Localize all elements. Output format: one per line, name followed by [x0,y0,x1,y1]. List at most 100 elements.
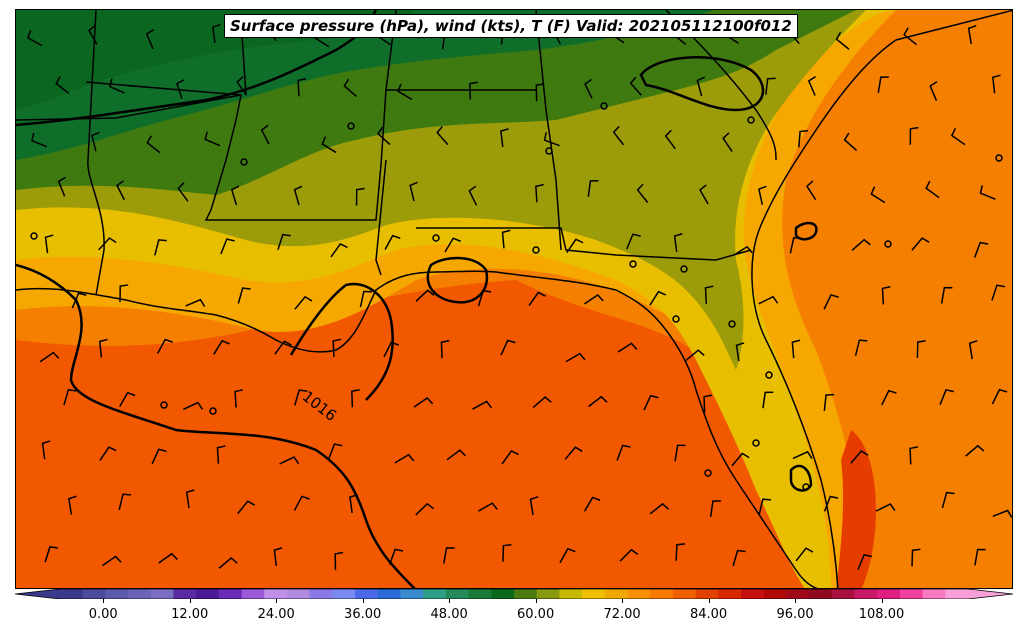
wind-barb [792,450,813,460]
wind-barb [330,242,348,258]
colorbar-segment [718,589,742,599]
station-circle [600,102,608,110]
colorbar-segment [332,589,356,599]
wind-barb [145,29,154,50]
colorbar-segment [468,589,492,599]
wind-barb [762,391,774,409]
wind-barb [293,495,310,511]
wind-barb [176,79,185,100]
wind-barb [807,75,816,96]
station-circle [884,240,892,248]
wind-barb [67,495,77,515]
wind-barb [939,388,954,405]
colorbar-segment [355,589,379,599]
wind-barb [857,553,873,570]
colorbar-tick-label: 108.00 [858,607,905,622]
colorbar-tick-label: 24.00 [257,607,295,622]
colorbar-tick-label: 60.00 [517,607,555,622]
wind-barb [236,76,248,96]
wind-barb [795,547,814,562]
station-circle [747,116,755,124]
wind-barb [446,449,467,461]
colorbar-segment [196,589,220,599]
wind-barb [798,130,809,148]
wind-barb [979,185,996,200]
wind-barb [843,132,858,151]
wind-barb [758,295,779,305]
wind-barb [469,81,478,100]
wind-barb [699,184,709,205]
colorbar-tick-mark [449,599,451,603]
wind-barb [909,446,919,465]
colorbar-extend-low [15,589,60,599]
colorbar-segment [400,589,424,599]
colorbar-segment [264,589,288,599]
colorbar-segment [287,589,311,599]
wind-barb [911,548,921,567]
wind-barb [675,543,685,561]
wind-barb [31,132,48,148]
wind-barb [383,341,400,358]
wind-barb [584,78,593,99]
wind-barb [851,238,871,251]
wind-barb [183,401,203,410]
wind-barb [992,509,1012,518]
wind-barb [950,128,966,146]
wind-barb [731,452,750,467]
station-circle [765,371,773,379]
colorbar-segment [377,589,401,599]
wind-barb [877,76,889,94]
isobar-gulf-low [289,282,394,401]
colorbar-segment [173,589,197,599]
wind-barb [359,290,372,308]
wind-barb [732,549,746,567]
colorbar-segment [945,589,969,599]
wind-barb [566,238,584,253]
wind-barb [916,340,926,358]
wind-barb [636,183,649,203]
wind-barb [99,446,117,461]
colorbar-tick-mark [189,599,191,603]
wind-barb [806,180,817,201]
isobar-north [16,10,378,127]
wind-barb [294,295,313,310]
colorbar-tick-label: 48.00 [430,607,468,622]
station-circle [532,246,540,254]
wind-barb [823,495,839,512]
wind-barb [388,548,404,565]
wind-barb [477,289,492,307]
wind-barb [98,237,117,251]
colorbar-segment [60,589,84,599]
wind-barb [791,339,801,359]
wind-barb [543,132,560,147]
wind-barb [26,30,43,47]
colorbar-segment [831,589,855,599]
wind-barb [870,186,886,204]
wind-barb [328,443,343,460]
colorbar-tick-label: 0.00 [88,607,118,622]
station-circle [680,265,688,273]
wind-barb [102,555,122,567]
wind-barb [664,129,676,150]
wind-barb [57,176,66,197]
wind-barb [500,128,509,148]
wind-barb [146,135,161,154]
station-circle [240,158,248,166]
wind-barb [478,502,498,512]
colorbar-segment [877,589,901,599]
colorbar-tick-label: 84.00 [689,607,728,622]
colorbar-segment [627,589,651,599]
wind-barb [619,548,639,562]
colorbar-segment [218,589,243,599]
wind-barb [230,185,240,206]
wind-barb [71,292,87,309]
wind-barb [156,338,174,354]
wind-barb [612,125,625,146]
colorbar-segment [82,589,106,599]
wind-barb [881,286,891,305]
colorbar-segment [536,589,560,599]
colorbar-segment [650,589,674,599]
wind-barb [565,352,586,363]
wind-barb [973,241,989,258]
temp-band-hot-florida [836,430,876,588]
